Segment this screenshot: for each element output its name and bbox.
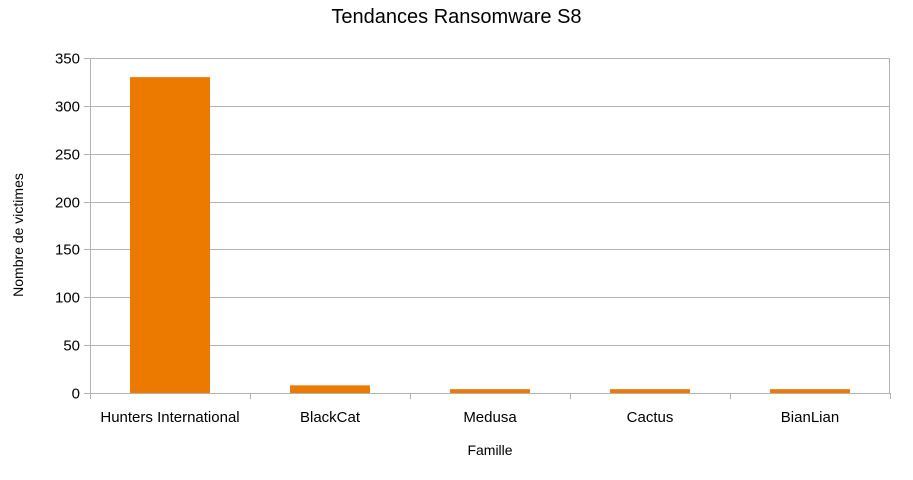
x-tick-label: BianLian	[781, 409, 839, 426]
y-tick-label: 250	[55, 147, 80, 164]
y-tick-label: 100	[55, 290, 80, 307]
y-tick-label: 200	[55, 195, 80, 212]
y-tick-label: 150	[55, 242, 80, 259]
x-tick-label: Medusa	[463, 409, 517, 426]
bar-blackcat	[290, 385, 370, 393]
bar-bianlian	[770, 389, 850, 393]
y-tick-label: 50	[63, 338, 80, 355]
x-tick-label: Hunters International	[100, 409, 239, 426]
x-tick-label: BlackCat	[300, 409, 361, 426]
bar-cactus	[610, 389, 690, 393]
bar-medusa	[450, 389, 530, 393]
y-tick-label: 350	[55, 51, 80, 68]
x-tick-label: Cactus	[627, 409, 674, 426]
y-tick-label: 300	[55, 99, 80, 116]
bar-hunters-international	[130, 77, 210, 394]
chart-title: Tendances Ransomware S8	[331, 6, 582, 28]
y-tick-label: 0	[72, 386, 80, 403]
x-axis-label: Famille	[467, 442, 513, 458]
